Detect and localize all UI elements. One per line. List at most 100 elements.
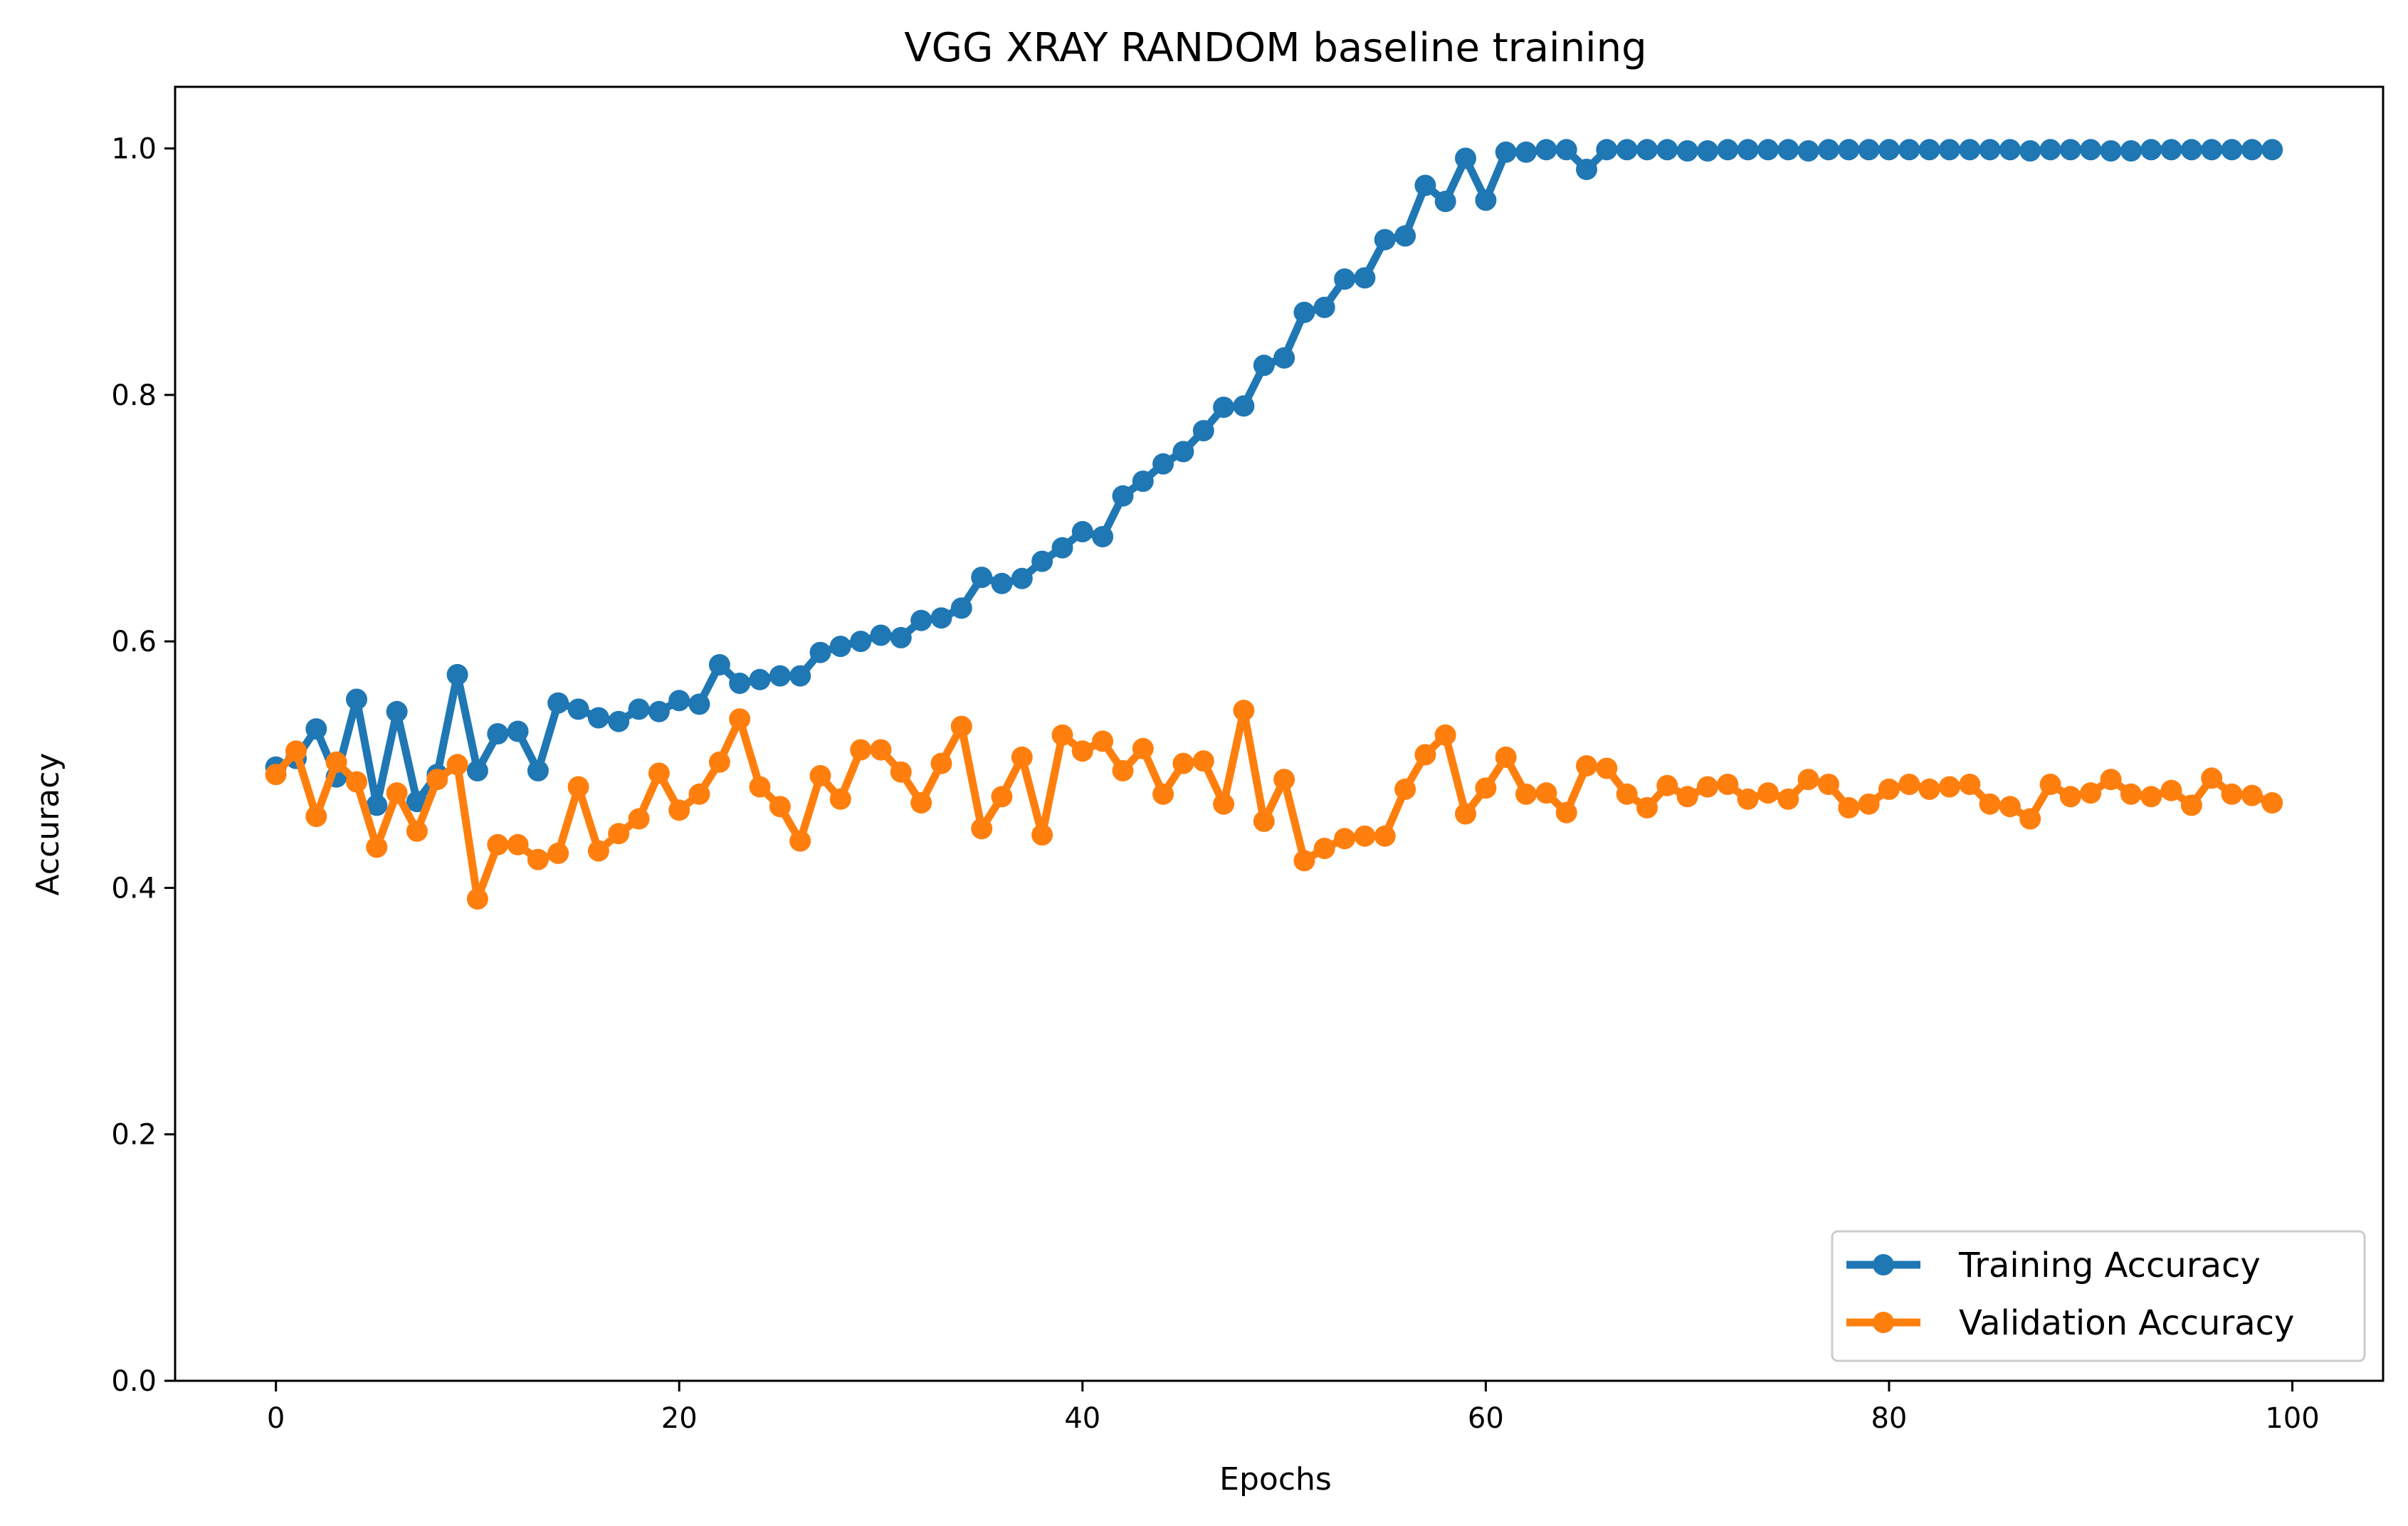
series-1-point bbox=[1253, 354, 1275, 377]
series-1-point bbox=[2120, 140, 2142, 162]
series-2-point bbox=[1858, 793, 1880, 815]
series-2-point bbox=[1777, 788, 1799, 810]
series-2-point bbox=[305, 806, 327, 827]
series-1-point bbox=[567, 698, 589, 720]
series-1-point bbox=[2261, 139, 2283, 161]
series-1-point bbox=[2180, 139, 2202, 161]
series-2-point bbox=[1596, 757, 1618, 779]
series-1-point bbox=[971, 567, 993, 589]
series-2-point bbox=[1576, 755, 1597, 777]
series-2-point bbox=[1636, 796, 1658, 819]
series-1-point bbox=[1676, 140, 1698, 162]
series-2-point bbox=[1495, 746, 1517, 768]
series-2-point bbox=[2241, 784, 2263, 806]
series-1-point bbox=[2241, 139, 2263, 161]
series-1-point bbox=[1979, 139, 2001, 161]
series-1-point bbox=[1293, 301, 1315, 323]
series-1-point bbox=[769, 665, 791, 687]
series-1-point bbox=[1455, 147, 1476, 169]
series-2-point bbox=[890, 761, 912, 783]
series-1-point bbox=[829, 636, 851, 658]
y-tick-label: 0.2 bbox=[111, 1119, 157, 1152]
series-1-point bbox=[527, 759, 549, 782]
series-2-point bbox=[1051, 724, 1073, 746]
x-tick-label: 100 bbox=[2265, 1402, 2319, 1435]
y-tick-label: 0.0 bbox=[111, 1365, 157, 1398]
series-2-point bbox=[789, 830, 811, 852]
series-1-point bbox=[1878, 139, 1900, 161]
plot-area bbox=[265, 139, 2283, 910]
legend-swatch-marker bbox=[1873, 1254, 1894, 1275]
series-2-point bbox=[1999, 796, 2021, 818]
series-2-point bbox=[1011, 746, 1033, 768]
series-1-point bbox=[1273, 347, 1295, 369]
series-2-point bbox=[1697, 776, 1718, 798]
series-1-point bbox=[628, 698, 650, 720]
series-1-point bbox=[305, 718, 327, 740]
series-2-point bbox=[1918, 778, 1940, 800]
series-2-point bbox=[1938, 776, 1960, 798]
series-2-point bbox=[648, 762, 670, 784]
series-1-point bbox=[608, 710, 630, 732]
series-2-point bbox=[346, 771, 367, 793]
series-2-point bbox=[809, 764, 831, 786]
series-2-point bbox=[668, 799, 690, 821]
series-1-point bbox=[1918, 139, 1940, 161]
series-1-point bbox=[910, 609, 932, 631]
series-2-point bbox=[1838, 796, 1860, 819]
series-1-point bbox=[1818, 139, 1839, 161]
series-2-point bbox=[1616, 783, 1638, 805]
series-1-point bbox=[1777, 139, 1799, 161]
series-1-point bbox=[1031, 550, 1053, 572]
series-1-point bbox=[2039, 139, 2061, 161]
series-1-point bbox=[1515, 141, 1537, 163]
axes-frame bbox=[174, 85, 2385, 1382]
series-1-point bbox=[950, 597, 972, 619]
series-1-point bbox=[1192, 420, 1214, 442]
series-1-point bbox=[648, 700, 670, 722]
series-2-point bbox=[910, 792, 932, 814]
series-2-point bbox=[1394, 778, 1416, 800]
series-2-point bbox=[971, 818, 993, 840]
x-tick-label: 80 bbox=[1871, 1402, 1907, 1435]
series-2-point bbox=[1676, 786, 1698, 808]
series-2-point bbox=[1475, 777, 1497, 799]
series-2-point bbox=[1717, 774, 1739, 795]
series-1-point bbox=[2019, 140, 2041, 162]
series-1-point bbox=[1697, 140, 1718, 162]
x-tick-label: 0 bbox=[267, 1402, 285, 1435]
series-2-point bbox=[2180, 794, 2202, 816]
series-1-point bbox=[1414, 174, 1436, 196]
legend-label: Training Accuracy bbox=[1958, 1246, 2261, 1285]
series-2-point bbox=[1414, 744, 1436, 766]
series-1-point bbox=[991, 572, 1013, 594]
series-1-point bbox=[547, 692, 569, 714]
series-2-point bbox=[608, 823, 630, 845]
series-1-point bbox=[1112, 485, 1134, 507]
series-2-point bbox=[749, 776, 771, 798]
series-1-point bbox=[386, 700, 408, 722]
series-2-point bbox=[708, 751, 730, 773]
series-1-point bbox=[1233, 395, 1255, 417]
series-1-point bbox=[2221, 139, 2243, 161]
series-1-point bbox=[1132, 470, 1154, 493]
series-1-point bbox=[1374, 228, 1396, 251]
series-2-point bbox=[2120, 783, 2142, 805]
series-1-point bbox=[1858, 139, 1880, 161]
series-1-point bbox=[1011, 567, 1033, 589]
series-1-point bbox=[1535, 139, 1557, 161]
series-1-point bbox=[2160, 139, 2182, 161]
series-2-point bbox=[366, 836, 388, 858]
series-2-point bbox=[1313, 838, 1335, 859]
series-2-point bbox=[1152, 783, 1174, 805]
series-1-point bbox=[1938, 139, 1960, 161]
series-1-point bbox=[2140, 139, 2162, 161]
series-2-point bbox=[991, 786, 1013, 808]
series-2-point bbox=[285, 740, 307, 762]
series-2-point bbox=[2059, 786, 2081, 808]
series-2-point bbox=[729, 708, 751, 730]
legend: Training Accuracy Validation Accuracy bbox=[1831, 1230, 2366, 1362]
series-1-point bbox=[507, 720, 529, 742]
series-2-point bbox=[1233, 700, 1255, 722]
